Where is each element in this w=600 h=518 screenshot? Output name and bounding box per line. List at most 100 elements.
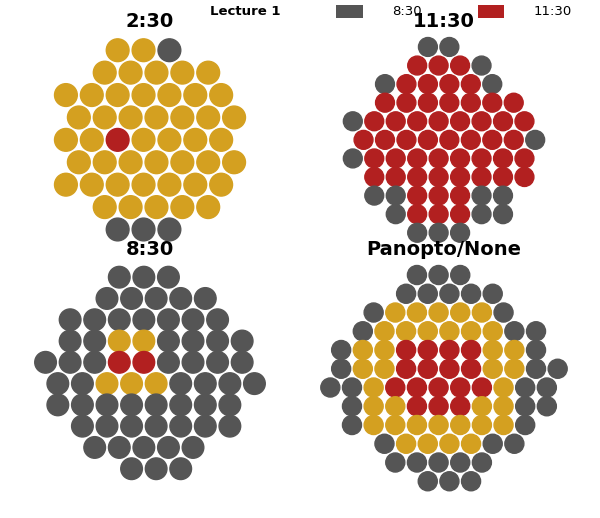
Circle shape [171, 151, 194, 174]
Circle shape [408, 149, 427, 168]
Circle shape [194, 373, 216, 394]
Circle shape [354, 131, 373, 149]
Circle shape [386, 186, 405, 205]
Circle shape [210, 84, 233, 106]
Circle shape [461, 284, 481, 304]
Circle shape [375, 340, 394, 359]
Circle shape [353, 322, 373, 341]
Circle shape [343, 149, 362, 168]
Circle shape [94, 196, 116, 219]
Circle shape [418, 359, 437, 378]
Circle shape [451, 266, 470, 284]
Circle shape [494, 415, 513, 435]
Circle shape [386, 205, 405, 224]
Circle shape [386, 303, 405, 322]
Circle shape [429, 266, 448, 284]
Circle shape [505, 359, 524, 378]
Circle shape [145, 196, 168, 219]
Circle shape [397, 284, 416, 304]
Circle shape [408, 205, 427, 224]
Circle shape [429, 415, 448, 435]
Circle shape [182, 309, 204, 330]
Circle shape [440, 93, 459, 112]
Circle shape [494, 397, 513, 416]
Circle shape [386, 397, 405, 416]
Circle shape [526, 322, 545, 341]
Circle shape [132, 39, 155, 62]
Circle shape [451, 415, 470, 435]
Circle shape [158, 437, 179, 458]
Circle shape [407, 303, 427, 322]
Circle shape [440, 322, 459, 341]
Circle shape [343, 112, 362, 131]
Circle shape [397, 340, 416, 359]
Circle shape [538, 378, 556, 397]
Circle shape [386, 415, 405, 435]
Circle shape [483, 359, 502, 378]
Circle shape [504, 93, 523, 112]
Circle shape [515, 397, 535, 416]
Circle shape [472, 112, 491, 131]
Circle shape [121, 458, 142, 480]
Circle shape [197, 196, 220, 219]
Circle shape [47, 373, 68, 394]
Circle shape [494, 378, 513, 397]
Circle shape [451, 149, 470, 168]
Circle shape [375, 434, 394, 453]
Circle shape [386, 378, 405, 397]
Circle shape [504, 131, 523, 149]
Circle shape [80, 84, 103, 106]
Circle shape [472, 453, 491, 472]
Bar [478, 5, 504, 18]
Title: Panopto/None: Panopto/None [367, 240, 521, 259]
Circle shape [145, 415, 167, 437]
Circle shape [55, 128, 77, 151]
Circle shape [170, 394, 191, 416]
Circle shape [84, 352, 106, 373]
Circle shape [494, 186, 512, 205]
Circle shape [158, 128, 181, 151]
Circle shape [515, 112, 534, 131]
Circle shape [132, 84, 155, 106]
Circle shape [145, 151, 168, 174]
Circle shape [376, 93, 394, 112]
Circle shape [440, 359, 459, 378]
Circle shape [505, 322, 524, 341]
Circle shape [483, 75, 502, 94]
Circle shape [483, 131, 502, 149]
Circle shape [407, 415, 427, 435]
Circle shape [244, 373, 265, 394]
Circle shape [59, 309, 81, 330]
Circle shape [94, 61, 116, 84]
Circle shape [461, 472, 481, 491]
Circle shape [365, 186, 384, 205]
Circle shape [483, 434, 502, 453]
Circle shape [375, 359, 394, 378]
Circle shape [223, 151, 245, 174]
Circle shape [548, 359, 567, 378]
Circle shape [365, 112, 384, 131]
Circle shape [80, 174, 103, 196]
Circle shape [418, 434, 437, 453]
Circle shape [109, 330, 130, 352]
Circle shape [418, 284, 437, 304]
Circle shape [440, 472, 459, 491]
Circle shape [429, 303, 448, 322]
Circle shape [386, 149, 405, 168]
Circle shape [321, 378, 340, 397]
Circle shape [353, 340, 373, 359]
Circle shape [429, 186, 448, 205]
Circle shape [407, 397, 427, 416]
Circle shape [376, 131, 394, 149]
Title: 11:30: 11:30 [413, 12, 475, 31]
Circle shape [47, 394, 68, 416]
Circle shape [526, 359, 545, 378]
Circle shape [451, 223, 470, 242]
Circle shape [59, 330, 81, 352]
Circle shape [184, 84, 206, 106]
Circle shape [440, 434, 459, 453]
Circle shape [133, 437, 155, 458]
Circle shape [158, 352, 179, 373]
Circle shape [440, 131, 459, 149]
Circle shape [343, 415, 362, 435]
